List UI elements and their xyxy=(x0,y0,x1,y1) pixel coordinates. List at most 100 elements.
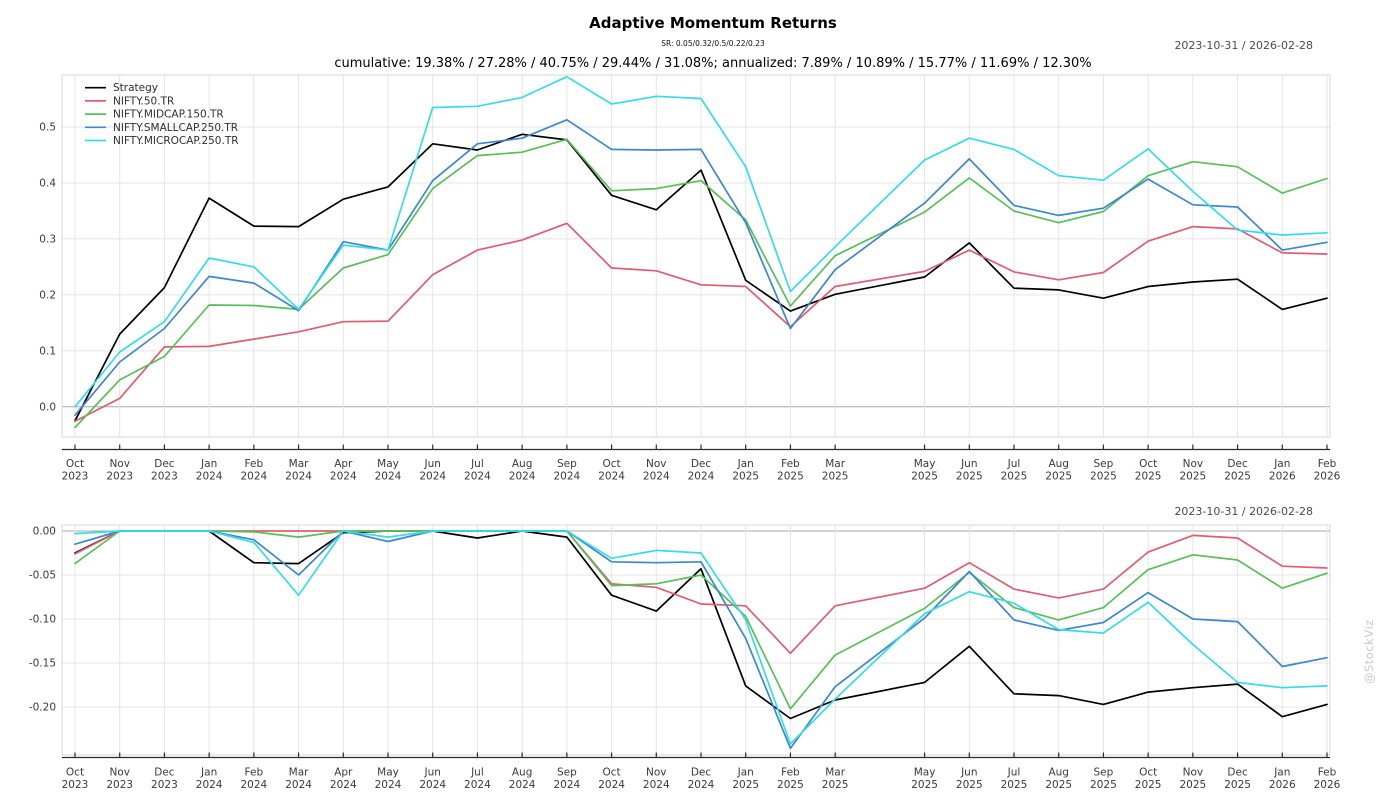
x-tick-year: 2025 xyxy=(1224,471,1251,483)
x-tick-year: 2024 xyxy=(598,779,625,791)
legend: StrategyNIFTY.50.TRNIFTY.MIDCAP.150.TRNI… xyxy=(85,82,239,147)
x-tick-year: 2025 xyxy=(1090,471,1117,483)
x-tick-label: Jun xyxy=(424,458,441,470)
x-tick-label: Jul xyxy=(1007,458,1021,470)
series-line-NIFTY.SMALLCAP.250.TR xyxy=(74,530,1328,750)
page-title: Adaptive Momentum Returns xyxy=(589,14,837,32)
y-tick-label: 0.2 xyxy=(39,289,56,301)
x-tick-year: 2025 xyxy=(911,471,938,483)
x-tick-year: 2024 xyxy=(419,471,446,483)
x-tick-year: 2025 xyxy=(956,471,983,483)
series-line-NIFTY.SMALLCAP.250.TR xyxy=(74,118,1328,417)
x-tick-label: Jun xyxy=(960,767,977,779)
x-tick-year: 2025 xyxy=(1045,779,1072,791)
x-tick-label: Feb xyxy=(781,767,800,779)
x-tick-label: Dec xyxy=(691,458,712,470)
x-tick-label: Feb xyxy=(781,458,800,470)
x-tick-label: Apr xyxy=(334,767,353,779)
y-axis-labels: 0.0 0.1 0.2 0.3 0.4 0.5 xyxy=(39,122,56,414)
x-tick-label: Oct xyxy=(602,767,620,779)
x-tick-label: Sep xyxy=(1094,458,1114,470)
x-tick-label: Sep xyxy=(1094,767,1114,779)
x-tick-year: 2024 xyxy=(688,779,715,791)
x-tick-year: 2025 xyxy=(1001,471,1028,483)
legend-label: NIFTY.50.TR xyxy=(113,95,174,107)
y-tick-label: 0.4 xyxy=(39,177,56,189)
x-tick-label: Dec xyxy=(1227,458,1248,470)
x-tick-year: 2024 xyxy=(643,779,670,791)
x-tick-year: 2024 xyxy=(553,471,580,483)
x-tick-year: 2025 xyxy=(777,779,804,791)
x-tick-label: Sep xyxy=(557,458,577,470)
x-tick-year: 2024 xyxy=(643,471,670,483)
x-tick-year: 2024 xyxy=(464,779,491,791)
y-tick-label: 0.0 xyxy=(39,401,56,413)
x-tick-label: Oct xyxy=(602,458,620,470)
drawdowns-panel: Oct2023Nov2023Dec2023Jan2024Feb2024Mar20… xyxy=(29,524,1341,791)
series-line-Strategy xyxy=(74,530,1328,720)
x-tick-label: Feb xyxy=(1318,767,1337,779)
x-tick-label: Aug xyxy=(1048,767,1069,779)
x-tick-year: 2024 xyxy=(375,779,402,791)
x-tick-year: 2024 xyxy=(464,471,491,483)
x-tick-year: 2024 xyxy=(285,471,312,483)
x-tick-label: Oct xyxy=(1139,458,1157,470)
x-tick-year: 2023 xyxy=(151,471,178,483)
x-tick-label: May xyxy=(914,458,936,470)
x-tick-label: Jul xyxy=(470,458,484,470)
x-tick-year: 2025 xyxy=(1001,779,1028,791)
x-tick-year: 2024 xyxy=(419,779,446,791)
x-tick-label: Dec xyxy=(691,767,712,779)
x-tick-year: 2025 xyxy=(822,779,849,791)
x-tick-label: Feb xyxy=(245,458,264,470)
x-tick-label: Nov xyxy=(1183,767,1204,779)
x-tick-label: Oct xyxy=(1139,767,1157,779)
y-tick-label: -0.20 xyxy=(29,702,56,714)
x-tick-year: 2023 xyxy=(62,779,89,791)
x-tick-label: Jun xyxy=(960,458,977,470)
y-tick-label: 0.1 xyxy=(39,345,56,357)
series-line-NIFTY.MIDCAP.150.TR xyxy=(74,530,1328,710)
x-tick-label: Jan xyxy=(1273,767,1290,779)
x-tick-year: 2024 xyxy=(509,471,536,483)
x-tick-label: Jan xyxy=(1273,458,1290,470)
x-tick-year: 2026 xyxy=(1269,779,1296,791)
x-tick-year: 2024 xyxy=(598,471,625,483)
x-tick-label: May xyxy=(914,767,936,779)
x-tick-year: 2024 xyxy=(330,779,357,791)
x-tick-label: Nov xyxy=(109,458,130,470)
y-tick-label: 0.5 xyxy=(39,122,56,134)
x-tick-year: 2025 xyxy=(822,471,849,483)
y-tick-label: -0.10 xyxy=(29,614,56,626)
x-tick-label: Oct xyxy=(66,458,84,470)
x-tick-label: Aug xyxy=(512,767,533,779)
x-tick-year: 2024 xyxy=(509,779,536,791)
x-tick-label: Dec xyxy=(1227,767,1248,779)
x-tick-label: Aug xyxy=(1048,458,1069,470)
cumulative-returns-panel: Oct2023Nov2023Dec2023Jan2024Feb2024Mar20… xyxy=(39,74,1341,483)
x-tick-label: Sep xyxy=(557,767,577,779)
x-tick-year: 2025 xyxy=(1224,779,1251,791)
x-tick-year: 2025 xyxy=(1045,471,1072,483)
x-tick-year: 2025 xyxy=(732,471,759,483)
gridlines xyxy=(62,525,1330,755)
x-tick-label: Oct xyxy=(66,767,84,779)
y-tick-label: 0.3 xyxy=(39,233,56,245)
x-tick-year: 2025 xyxy=(1179,471,1206,483)
x-tick-year: 2024 xyxy=(375,471,402,483)
x-axis: Oct2023Nov2023Dec2023Jan2024Feb2024Mar20… xyxy=(62,752,1341,791)
x-tick-year: 2026 xyxy=(1314,779,1341,791)
x-tick-year: 2025 xyxy=(911,779,938,791)
x-tick-year: 2024 xyxy=(688,471,715,483)
x-tick-year: 2025 xyxy=(1135,779,1162,791)
x-tick-label: Jul xyxy=(470,767,484,779)
sharpe-ratio-subtitle: SR: 0.05/0.32/0.5/0.22/0.23 xyxy=(661,39,765,48)
x-tick-label: Jun xyxy=(424,767,441,779)
x-axis: Oct2023Nov2023Dec2023Jan2024Feb2024Mar20… xyxy=(62,444,1341,483)
x-tick-label: May xyxy=(377,458,399,470)
plot-border xyxy=(61,524,1331,756)
x-tick-label: Aug xyxy=(512,458,533,470)
x-tick-year: 2025 xyxy=(732,779,759,791)
